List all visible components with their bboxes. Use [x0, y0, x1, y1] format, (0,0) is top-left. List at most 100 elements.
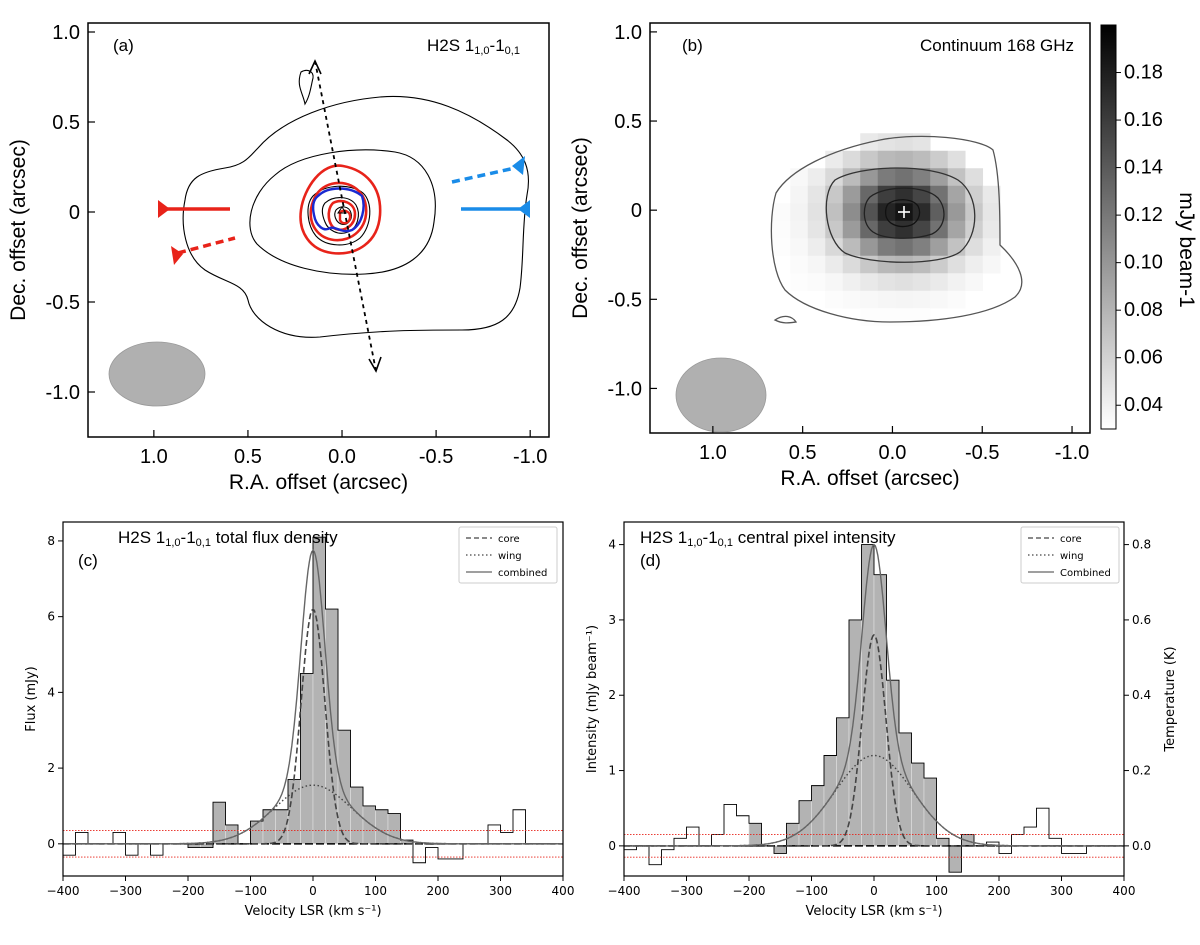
- panel-d-tag: (d): [640, 551, 661, 570]
- b-xlabel: R.A. offset (arcsec): [780, 467, 959, 490]
- continuum-pixel: [860, 238, 879, 257]
- d-ytick-label: 4: [608, 538, 616, 552]
- continuum-pixel: [947, 150, 966, 169]
- c-hist-bar: [375, 809, 389, 845]
- continuum-pixel: [912, 133, 931, 152]
- c-hist-bar: [262, 809, 276, 845]
- d-hist-bar: [1012, 835, 1025, 846]
- c-xtick-label: 0: [309, 884, 317, 898]
- continuum-pixel: [860, 308, 879, 327]
- a-ylabel: Dec. offset (arcsec): [7, 139, 30, 321]
- continuum-pixel: [842, 290, 861, 309]
- continuum-pixel: [842, 150, 861, 169]
- continuum-pixel: [982, 220, 1001, 239]
- d-y2tick-label: 0.6: [1132, 613, 1151, 627]
- d-hist-bar: [999, 846, 1012, 854]
- panel-a-blue-contour: [311, 187, 365, 233]
- panel-d-title: H2S 11,0-10,1 central pixel intensity: [640, 528, 896, 549]
- continuum-pixel: [895, 185, 914, 204]
- b-ylabel: Dec. offset (arcsec): [569, 137, 592, 319]
- panel-d-legend-combined: Combined: [1060, 568, 1111, 579]
- panel-a-line-label: H2S 11,0-10,1: [427, 36, 520, 57]
- continuum-pixel: [982, 203, 1001, 222]
- continuum-pixel: [825, 203, 844, 222]
- panel-d-legend-wing: wing: [1060, 551, 1084, 562]
- continuum-pixel: [895, 168, 914, 187]
- panel-a-blue-dashed-marker: [451, 166, 516, 184]
- continuum-pixel: [912, 185, 931, 204]
- continuum-pixel: [825, 255, 844, 274]
- panel-a-contour-outer: [182, 95, 530, 338]
- a-xlabel: R.A. offset (arcsec): [229, 471, 408, 494]
- colorbar: [1100, 24, 1117, 430]
- colorbar-tick-label: 0.04: [1124, 394, 1163, 416]
- continuum-pixel: [895, 290, 914, 309]
- continuum-pixel: [825, 238, 844, 257]
- continuum-pixel: [912, 308, 931, 327]
- continuum-pixel: [860, 203, 879, 222]
- d-ytick-label: 2: [608, 688, 616, 702]
- d-hist-bar: [1062, 846, 1075, 854]
- continuum-pixel: [807, 273, 826, 292]
- continuum-pixel: [912, 255, 931, 274]
- continuum-pixel: [965, 238, 984, 257]
- c-hist-bar: [413, 844, 426, 863]
- continuum-pixel: [912, 150, 931, 169]
- panel-a-contour-inner-1: [307, 185, 371, 246]
- colorbar-tick-label: 0.18: [1124, 62, 1163, 84]
- d-xtick-label: −400: [608, 884, 641, 898]
- continuum-pixel: [877, 238, 896, 257]
- a-xtick-label: -0.5: [419, 446, 453, 468]
- a-xtick-label: 0.5: [234, 446, 262, 468]
- continuum-pixel: [772, 220, 791, 239]
- c-hist-bar: [212, 801, 226, 845]
- d-ytick-label: 3: [608, 613, 616, 627]
- a-ytick-label: -0.5: [46, 292, 80, 314]
- d-xtick-label: 0: [870, 884, 878, 898]
- d-ylabel2: Temperature (K): [1163, 646, 1178, 752]
- d-y2tick-label: 0.8: [1132, 538, 1151, 552]
- continuum-pixel: [842, 238, 861, 257]
- colorbar-tick-label: 0.12: [1124, 204, 1163, 226]
- continuum-pixel: [982, 255, 1001, 274]
- panel-d-legend: core wing Combined: [1020, 526, 1120, 584]
- c-ylabel: Flux (mJy): [24, 666, 39, 732]
- continuum-pixel: [877, 290, 896, 309]
- a-ytick-label: 1.0: [52, 22, 80, 44]
- panel-b-tag: (b): [682, 36, 703, 55]
- continuum-pixel: [912, 238, 931, 257]
- d-hist-bar: [948, 845, 962, 873]
- continuum-pixel: [842, 168, 861, 187]
- continuum-pixel: [807, 203, 826, 222]
- panel-a-arrowhead-bottom: [368, 356, 382, 373]
- continuum-pixel: [772, 203, 791, 222]
- b-xtick-label: 1.0: [699, 442, 727, 464]
- d-y2tick-label: 0.2: [1132, 764, 1151, 778]
- panel-a-map: (a) H2S 11,0-10,1 1.0 0.5 0.0 -0.5 -1.0 1.0 0.…: [7, 22, 550, 494]
- panel-a-contour-mid: [249, 149, 436, 275]
- c-hist-bar: [113, 832, 126, 843]
- continuum-pixel: [842, 203, 861, 222]
- panel-a-tag: (a): [113, 36, 134, 55]
- continuum-pixel: [877, 150, 896, 169]
- d-hist-bar: [687, 827, 700, 846]
- c-hist-bar: [76, 832, 89, 843]
- d-combined-curve: [624, 543, 1124, 847]
- continuum-pixel: [877, 168, 896, 187]
- c-hist-bar: [501, 832, 514, 843]
- continuum-pixel: [947, 203, 966, 222]
- d-xtick-label: −200: [733, 884, 766, 898]
- c-ytick-label: 8: [47, 534, 55, 548]
- panel-a-blue-dashed-head: [512, 156, 525, 175]
- a-xtick-label: 1.0: [140, 446, 168, 468]
- b-ytick-label: 1.0: [614, 22, 642, 44]
- panel-c-legend: core wing combined: [458, 526, 558, 584]
- panel-b-contour-core: [884, 199, 921, 228]
- d-hist-bar: [712, 835, 725, 846]
- c-xtick-label: 100: [364, 884, 387, 898]
- d-hist-bar: [1074, 846, 1087, 854]
- continuum-pixel: [807, 238, 826, 257]
- continuum-pixel: [947, 220, 966, 239]
- panel-c-spectrum: H2S 11,0-10,1 total flux density (c) cor…: [24, 521, 574, 919]
